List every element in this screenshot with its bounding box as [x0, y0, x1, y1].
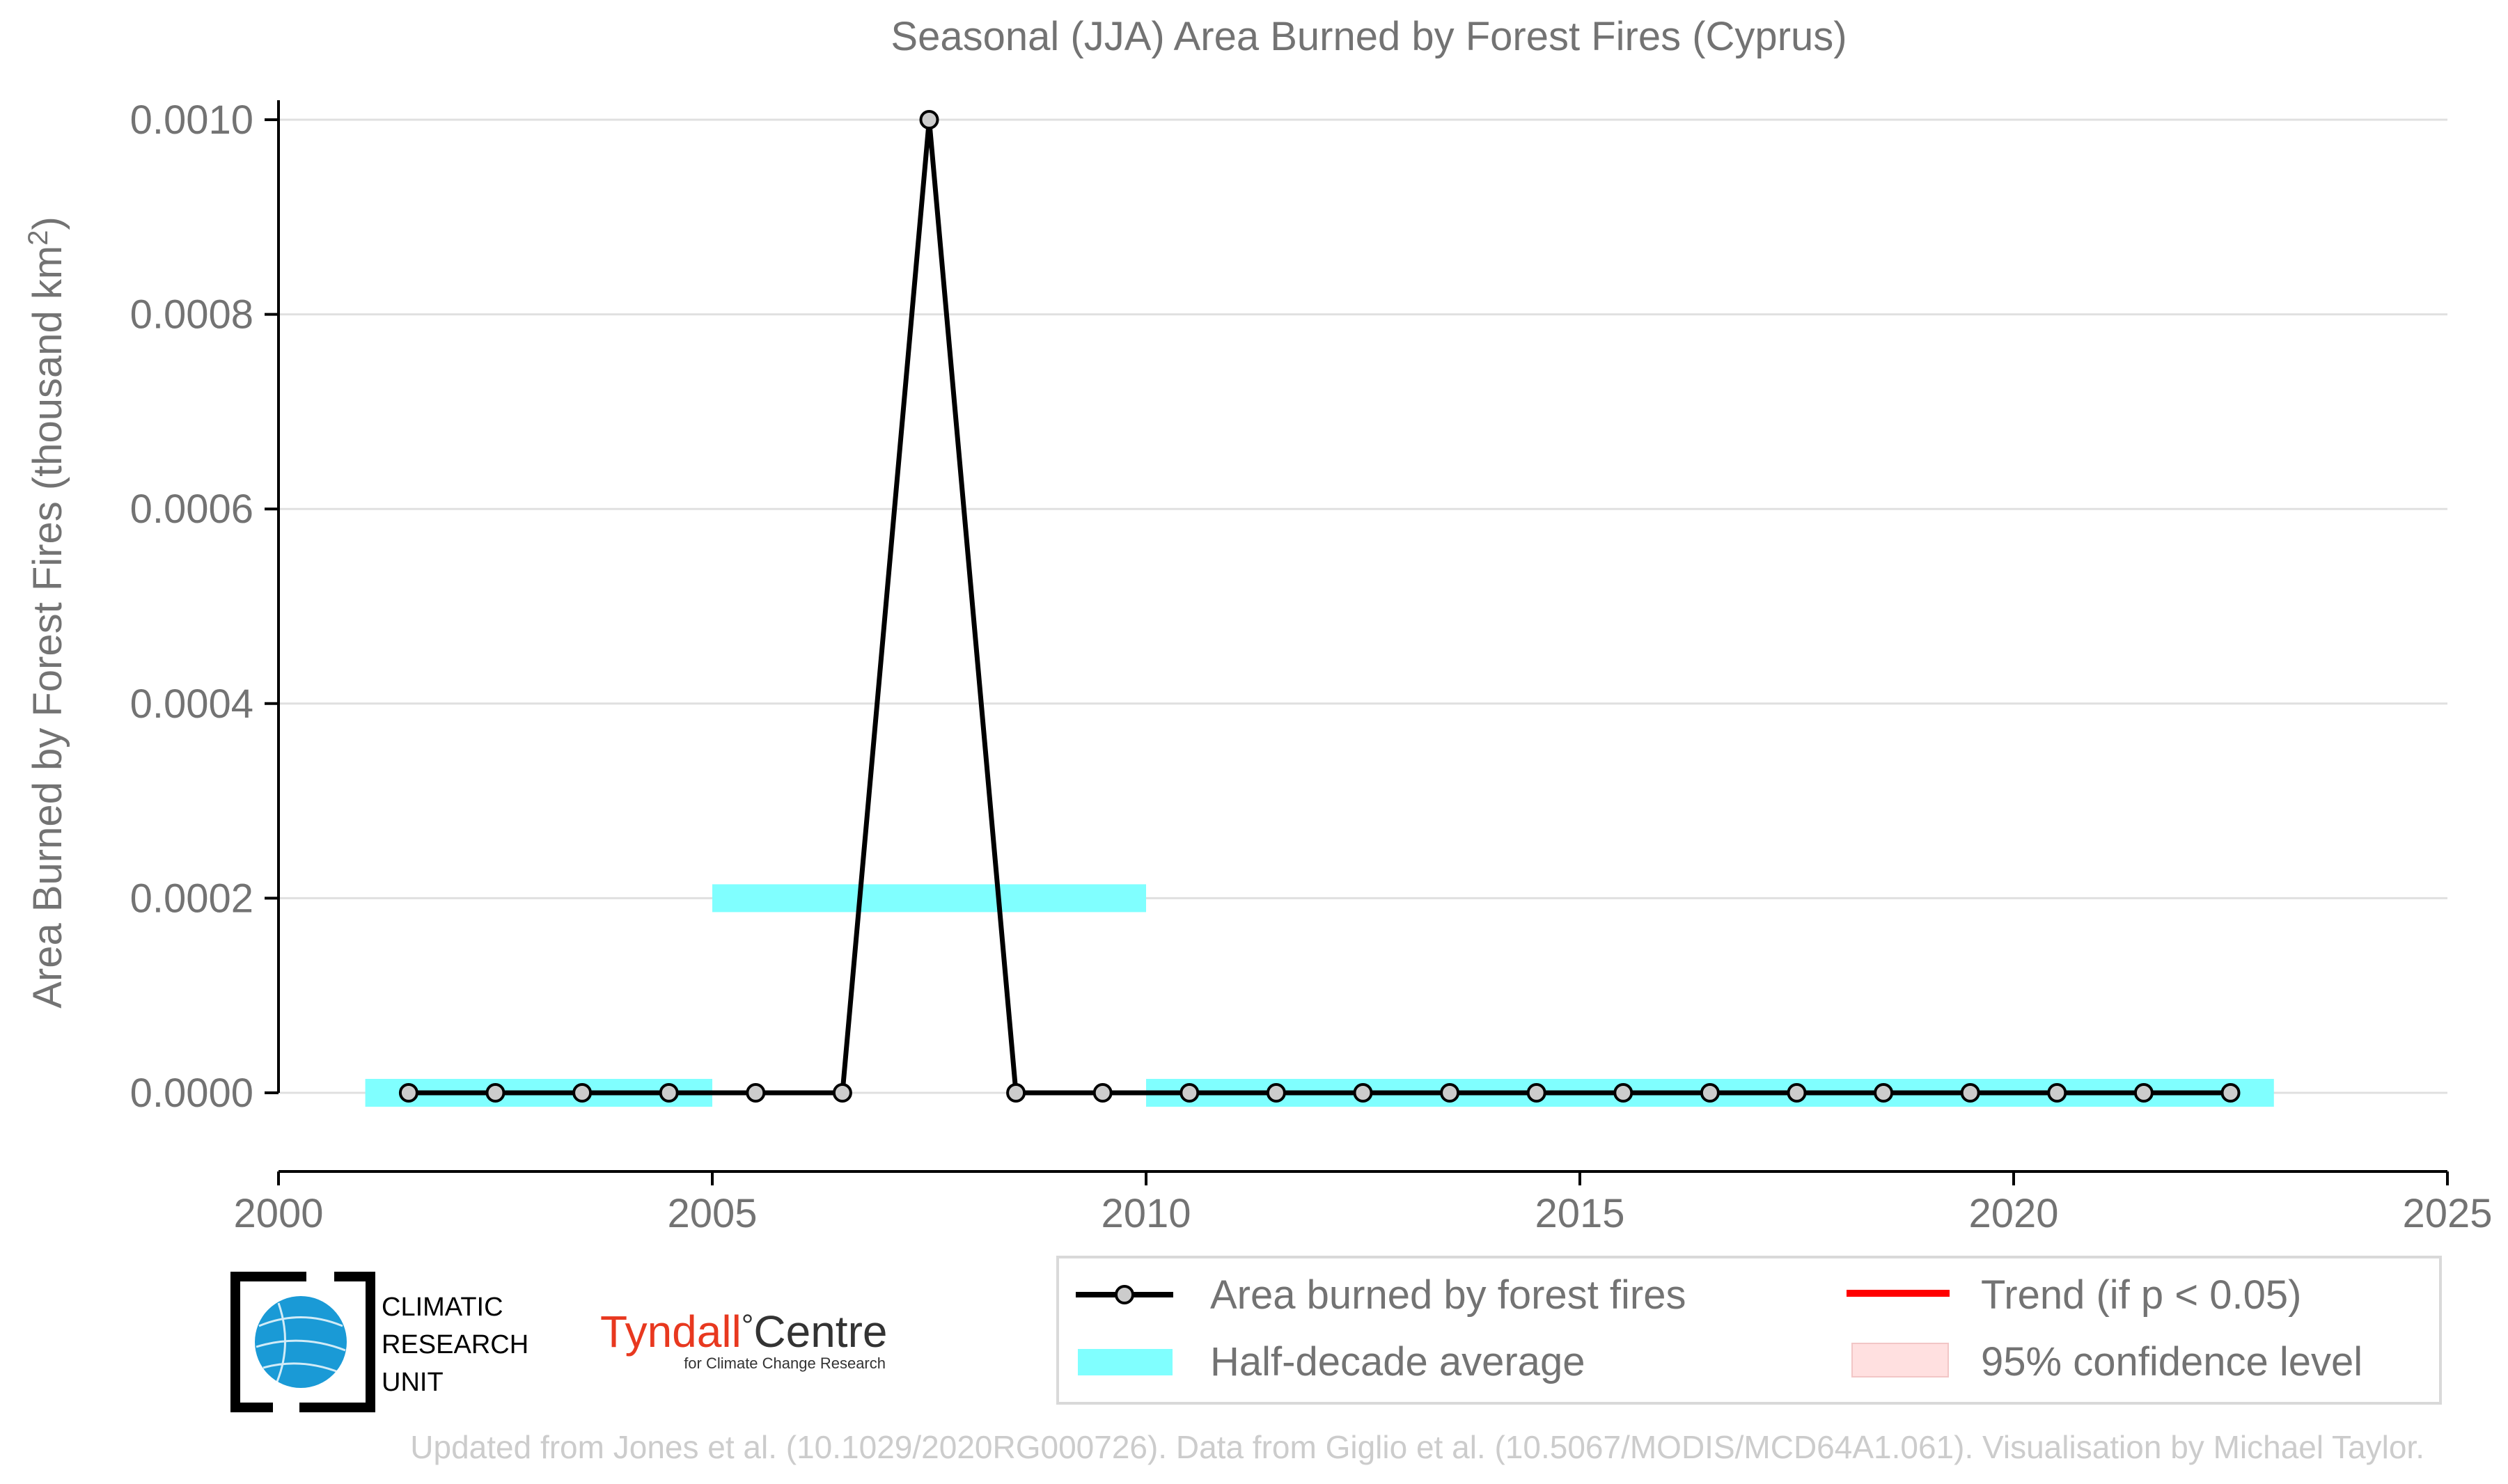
series-point — [2133, 1083, 2154, 1103]
series-line — [408, 119, 2231, 1096]
series-point — [2047, 1083, 2067, 1103]
legend-key-half-decade — [1078, 1349, 1173, 1375]
y-tick-label: 0.0004 — [130, 681, 253, 727]
series-point — [398, 1083, 418, 1103]
cru-logo-line-3: UNIT — [382, 1368, 444, 1397]
series-point — [1179, 1083, 1200, 1103]
tyndall-logo-name: Tyndall — [600, 1307, 742, 1357]
legend-box — [1056, 1256, 2442, 1405]
legend-label-series: Area burned by forest fires — [1210, 1272, 1686, 1318]
half-decade-band — [712, 884, 1146, 913]
x-tick-label: 2025 — [2402, 1191, 2492, 1236]
y-tick-label: 0.0006 — [130, 487, 253, 532]
series-point — [2220, 1083, 2241, 1103]
globe-icon-lines — [256, 1302, 346, 1382]
y-axis-label-close: ) — [25, 216, 70, 230]
footer-credit: Updated from Jones et al. (10.1029/2020R… — [410, 1429, 2424, 1465]
series-point — [485, 1083, 505, 1103]
x-tick-label: 2000 — [233, 1191, 323, 1236]
series-point — [1960, 1083, 1980, 1103]
series-point — [1092, 1083, 1113, 1103]
tyndall-logo-wordmark: Tyndall°Centre — [600, 1307, 887, 1357]
gridlines — [279, 118, 2447, 1094]
cru-logo-line-1: CLIMATIC — [382, 1293, 503, 1322]
y-axis-label-main: Area Burned by Forest Fires (thousand km — [25, 246, 70, 1009]
x-tick-label: 2015 — [1535, 1191, 1624, 1236]
legend-label-trend: Trend (if p < 0.05) — [1981, 1272, 2301, 1318]
series-point — [1266, 1083, 1286, 1103]
cru-logo: CLIMATIC RESEARCH UNIT — [230, 1272, 528, 1412]
legend-label-half-decade: Half-decade average — [1210, 1339, 1585, 1384]
legend-key-confidence — [1851, 1343, 1949, 1378]
tyndall-logo-subtitle: for Climate Change Research — [684, 1355, 886, 1372]
tyndall-logo-centre: Centre — [753, 1307, 887, 1357]
x-tick-label: 2020 — [1968, 1191, 2058, 1236]
legend-label-confidence: 95% confidence level — [1981, 1339, 2362, 1384]
tyndall-logo-degree: ° — [742, 1309, 754, 1343]
globe-icon — [255, 1296, 347, 1388]
series-point — [659, 1083, 679, 1103]
y-tick-label: 0.0002 — [130, 876, 253, 921]
series-point — [1006, 1083, 1026, 1103]
x-tick-label: 2005 — [667, 1191, 757, 1236]
area-burned-series — [398, 110, 2241, 1103]
y-axis-label: Area Burned by Forest Fires (thousand km… — [23, 216, 70, 1009]
series-point — [1787, 1083, 1807, 1103]
y-tick-label: 0.0000 — [130, 1071, 253, 1116]
series-point — [832, 1083, 852, 1103]
series-point — [919, 110, 939, 129]
series-point — [1526, 1083, 1546, 1103]
x-tick-label: 2010 — [1101, 1191, 1191, 1236]
series-point — [572, 1083, 593, 1103]
series-point — [1613, 1083, 1633, 1103]
tyndall-logo: Tyndall°Centre for Climate Change Resear… — [600, 1307, 887, 1372]
legend-key-series-marker — [1115, 1285, 1134, 1304]
chart-title: Seasonal (JJA) Area Burned by Forest Fir… — [891, 14, 1847, 59]
series-point — [1874, 1083, 1894, 1103]
series-point — [1700, 1083, 1720, 1103]
series-point — [1353, 1083, 1373, 1103]
axes: 0.0000 0.0002 0.0004 0.0006 0.0008 0.0010 2000… — [130, 97, 2493, 1236]
y-axis-label-sup: 2 — [23, 230, 54, 246]
half-decade-average-bands — [365, 884, 2274, 1107]
y-tick-label: 0.0010 — [130, 97, 253, 143]
cru-logo-line-2: RESEARCH — [382, 1330, 528, 1359]
legend: Area burned by forest fires Trend (if p … — [1056, 1256, 2442, 1405]
y-tick-label: 0.0008 — [130, 292, 253, 338]
series-point — [1440, 1083, 1460, 1103]
series-point — [746, 1083, 766, 1103]
cru-logo-bracket — [230, 1272, 375, 1412]
